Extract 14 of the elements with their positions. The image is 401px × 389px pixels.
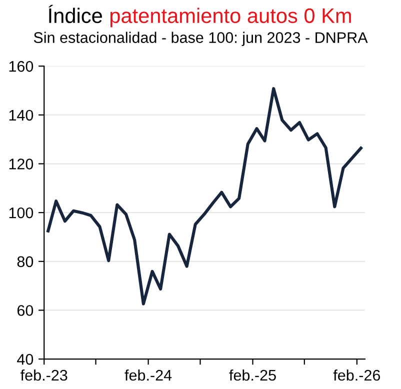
y-tick-label: 160 bbox=[9, 61, 34, 72]
y-tick-label: 120 bbox=[9, 158, 34, 170]
line-series bbox=[46, 87, 362, 306]
chart-title: Índice patentamiento autos 0 Km bbox=[48, 4, 351, 28]
x-tick-label: feb.-25 bbox=[229, 369, 276, 381]
x-tick-label: feb.-23 bbox=[20, 369, 68, 381]
y-tick-label: 60 bbox=[17, 305, 34, 316]
x-tick-label: feb.-26 bbox=[333, 369, 380, 381]
y-tick-label: 140 bbox=[9, 110, 34, 121]
y-tick-label: 80 bbox=[17, 256, 34, 268]
y-tick-label: 40 bbox=[17, 354, 34, 365]
x-tick-label: feb.-24 bbox=[124, 369, 172, 381]
chart-subtitle: Sin estacionalidad - base 100: jun 2023 - DNPRA bbox=[34, 32, 368, 46]
y-tick-label: 100 bbox=[9, 207, 34, 218]
